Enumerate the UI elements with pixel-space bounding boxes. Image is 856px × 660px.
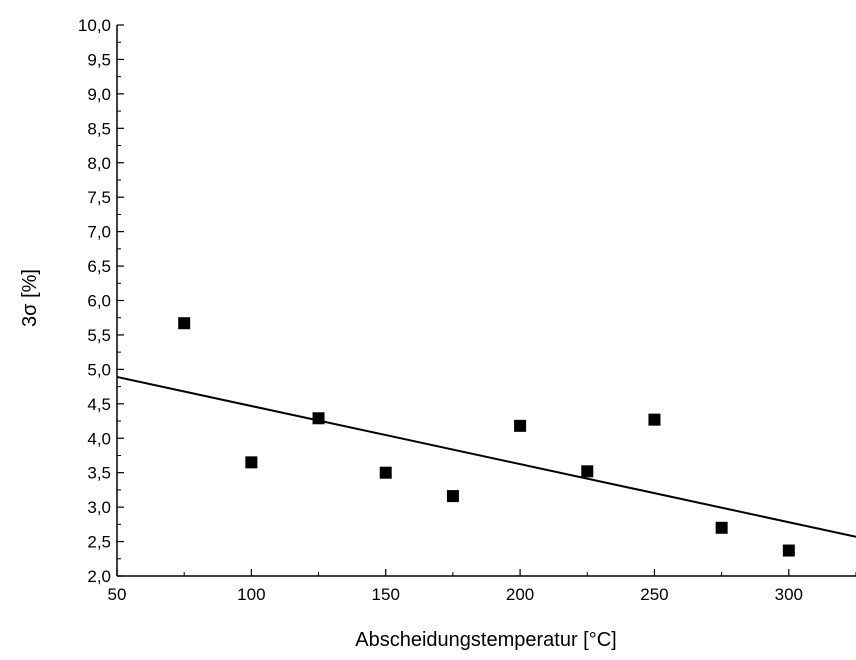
ticks: 2,0 2,5 3,0 3,5 4,0 4,5 5,0 5,5 6,0 6,5 7,0 7,5 8,0 8… <box>78 16 856 604</box>
y-tick-label: 7,5 <box>87 188 111 207</box>
data-point <box>514 419 527 432</box>
fit-line <box>116 375 856 538</box>
data-point <box>648 413 661 426</box>
y-tick-label: 4,5 <box>87 395 111 414</box>
x-axis-title: Abscheidungstemperatur [°C] <box>355 629 616 651</box>
data-point <box>379 466 392 479</box>
y-tick-label: 10,0 <box>78 16 111 35</box>
y-tick-label: 4,0 <box>87 429 111 448</box>
data-point <box>446 490 459 503</box>
y-tick-label: 6,5 <box>87 257 111 276</box>
x-tick-label: 150 <box>372 585 400 604</box>
x-tick-label: 50 <box>108 585 127 604</box>
data-point <box>782 544 795 557</box>
y-tick-label: 9,0 <box>87 85 111 104</box>
data-point <box>245 456 258 469</box>
y-tick-label: 2,0 <box>87 567 111 586</box>
plot-area <box>116 317 856 557</box>
data-point <box>715 521 728 534</box>
y-tick-label: 3,0 <box>87 498 111 517</box>
data-point <box>312 412 325 425</box>
y-tick-label: 9,5 <box>87 50 111 69</box>
data-point <box>178 317 191 330</box>
y-tick-label: 3,5 <box>87 464 111 483</box>
y-tick-label: 8,5 <box>87 119 111 138</box>
y-tick-label: 6,0 <box>87 292 111 311</box>
y-tick-label: 5,0 <box>87 360 111 379</box>
x-tick-label: 100 <box>237 585 265 604</box>
x-tick-label: 200 <box>506 585 534 604</box>
y-tick-label: 2,5 <box>87 533 111 552</box>
y-tick-label: 5,5 <box>87 326 111 345</box>
y-tick-label: 8,0 <box>87 154 111 173</box>
x-tick-label: 250 <box>640 585 668 604</box>
data-point <box>581 465 594 478</box>
y-tick-label: 7,0 <box>87 223 111 242</box>
axes <box>116 25 856 577</box>
y-axis-title: 3σ [%] <box>19 269 41 327</box>
x-tick-label: 300 <box>775 585 803 604</box>
